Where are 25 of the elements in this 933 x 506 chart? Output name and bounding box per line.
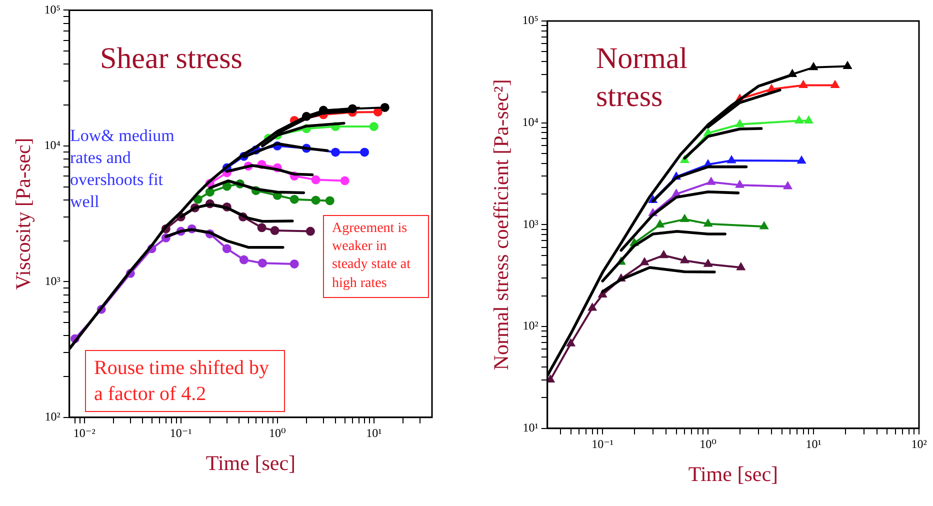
y-tick-label: 10²: [44, 410, 61, 424]
x-tick-label: 10¹: [366, 426, 382, 440]
x-tick-label: 10⁻¹: [592, 436, 614, 451]
x-tick-label: 10⁰: [700, 436, 717, 451]
x-axis-title: Time [sec]: [206, 450, 296, 475]
annotation: Rouse time shifted by a factor of 4.2: [85, 350, 285, 412]
y-axis-title: Normal stress coefficient [Pa-sec²]: [489, 79, 514, 370]
y-tick-label: 10³: [522, 216, 539, 231]
x-tick-label: 10¹: [806, 436, 822, 451]
y-tick-label: 10²: [522, 318, 539, 333]
y-tick-label: 10⁵: [44, 2, 60, 16]
x-axis-title: Time [sec]: [688, 462, 778, 486]
text: Normal stress: [596, 41, 689, 114]
y-tick-label: 10⁴: [44, 138, 60, 152]
annotation: Low& medium rates and overshoots fit well: [70, 125, 176, 214]
text: Shear stress: [100, 41, 244, 77]
annotation: Agreement is weaker in steady state at high rates: [323, 215, 429, 298]
y-axis-title: Viscosity [Pa-sec]: [11, 138, 36, 290]
x-tick-label: 10⁻¹: [170, 426, 192, 440]
x-tick-label: 10⁰: [268, 426, 286, 440]
y-tick-label: 10⁴: [522, 115, 538, 130]
x-tick-label: 10⁻²: [73, 426, 96, 440]
y-tick-label: 10⁵: [522, 13, 538, 28]
x-tick-label: 10²: [911, 436, 928, 451]
y-tick-label: 10³: [44, 274, 61, 288]
